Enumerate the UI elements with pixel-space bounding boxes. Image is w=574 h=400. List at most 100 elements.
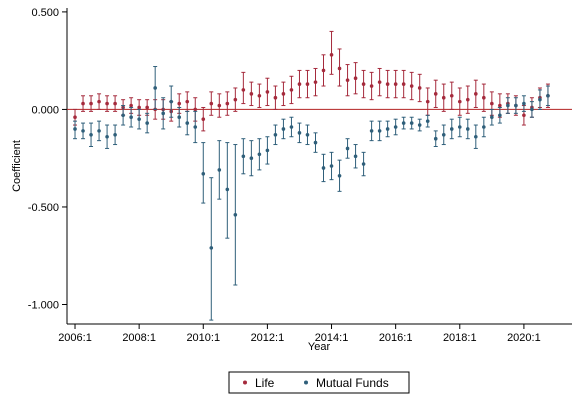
data-point (401, 82, 406, 86)
data-point (241, 154, 246, 159)
data-point (337, 66, 342, 71)
data-point (490, 101, 494, 106)
data-point (369, 129, 374, 133)
legend-box (228, 371, 410, 394)
data-point (257, 93, 262, 98)
data-point (490, 115, 494, 120)
x-tick-label: 2010:1 (186, 332, 220, 344)
data-point (225, 187, 230, 192)
data-point (433, 136, 438, 141)
series-life (73, 30, 550, 132)
data-point (289, 125, 294, 129)
data-point (353, 76, 358, 81)
data-point (417, 86, 422, 90)
data-point (465, 97, 470, 102)
x-axis-title: Year (308, 341, 331, 353)
data-point (129, 103, 133, 108)
data-point (441, 132, 446, 137)
data-point (433, 92, 438, 96)
x-tick-label: 2012:1 (251, 332, 285, 344)
data-point (193, 107, 198, 112)
data-point (305, 82, 310, 86)
data-point (345, 78, 350, 82)
data-point (457, 99, 462, 104)
data-point (329, 53, 334, 57)
y-tick-label: -1.000 (28, 299, 59, 311)
data-point (514, 103, 518, 108)
data-point (81, 101, 85, 106)
data-point (353, 154, 358, 159)
x-tick-label: 2008:1 (122, 332, 156, 344)
data-point (393, 82, 398, 86)
data-point (113, 132, 117, 137)
y-tick-label: -0.500 (28, 202, 59, 214)
data-point (145, 121, 149, 125)
data-point (297, 82, 302, 86)
data-point (265, 148, 270, 153)
data-point (441, 95, 446, 100)
data-point (201, 117, 206, 121)
legend-label-life: Life (255, 376, 275, 390)
data-point (482, 125, 486, 129)
data-point (321, 68, 326, 73)
series-mutual-funds (73, 66, 550, 321)
data-point (233, 97, 238, 102)
data-point (425, 99, 430, 104)
data-point (81, 129, 85, 133)
data-point (201, 172, 206, 176)
x-tick-label: 2006:1 (58, 332, 92, 344)
data-point (89, 101, 93, 106)
data-point (361, 82, 366, 86)
data-point (498, 103, 502, 108)
data-point (265, 90, 270, 94)
data-point (129, 115, 133, 120)
data-point (313, 140, 318, 145)
data-point (249, 92, 254, 96)
data-point (185, 99, 190, 104)
data-point (161, 111, 165, 116)
data-point (474, 92, 478, 96)
x-tick-label: 2018:1 (443, 332, 477, 344)
data-point (281, 92, 286, 96)
data-point (457, 125, 462, 129)
y-axis-title: Coefficient (11, 140, 23, 192)
legend: Life Mutual Funds (228, 371, 410, 394)
data-point (377, 129, 382, 133)
data-point (538, 97, 542, 102)
data-point (137, 105, 141, 110)
data-point (289, 88, 294, 92)
x-tick-label: 2016:1 (379, 332, 413, 344)
legend-marker-mutual-funds (304, 380, 308, 385)
data-point (385, 82, 390, 86)
data-point (177, 101, 182, 106)
data-point (417, 123, 422, 127)
legend-marker-life (243, 380, 247, 385)
data-point (498, 113, 502, 118)
data-point (209, 101, 214, 106)
data-point (137, 117, 141, 121)
data-point (329, 164, 334, 168)
data-point (546, 93, 550, 98)
data-point (193, 125, 198, 129)
data-point (425, 119, 430, 123)
data-point (401, 121, 406, 125)
data-point (449, 127, 454, 131)
data-point (105, 134, 109, 139)
data-point (482, 95, 486, 100)
data-point (73, 127, 77, 131)
data-point (313, 80, 318, 84)
data-point (89, 132, 93, 137)
data-point (377, 80, 382, 84)
data-point (113, 101, 117, 106)
data-point (257, 152, 262, 157)
data-point (297, 131, 302, 135)
data-point (522, 113, 526, 118)
data-point (305, 132, 310, 137)
data-point (409, 121, 414, 125)
data-point (217, 103, 222, 108)
x-tick-label: 2014:1 (315, 332, 349, 344)
data-point (225, 101, 230, 106)
legend-label-mutual-funds: Mutual Funds (316, 376, 389, 390)
data-point (241, 88, 246, 92)
series-layer (73, 30, 550, 321)
